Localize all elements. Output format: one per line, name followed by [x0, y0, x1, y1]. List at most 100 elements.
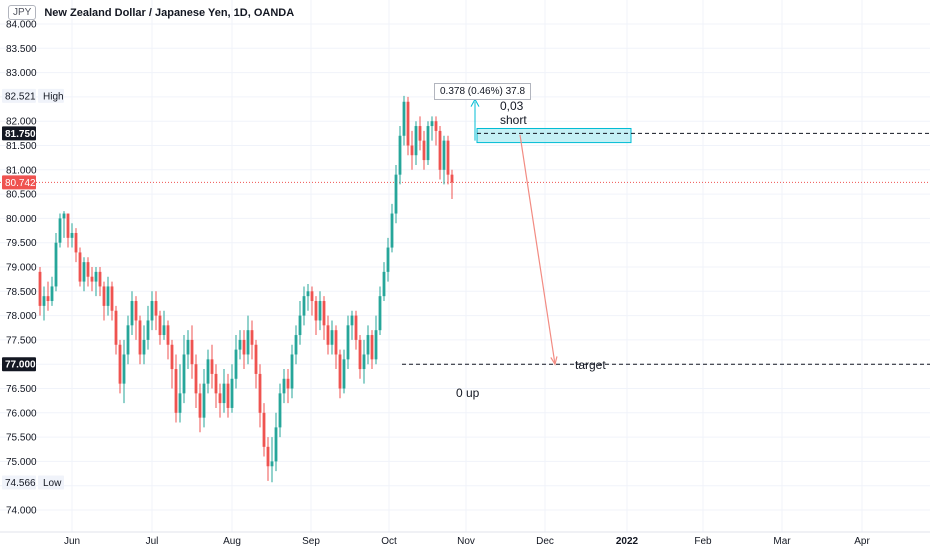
x-tick-label: Dec — [536, 536, 554, 547]
x-tick-label: Aug — [223, 536, 241, 547]
projection-arrow[interactable] — [519, 134, 556, 365]
candle-body — [414, 126, 418, 156]
candle-body — [66, 213, 70, 238]
candle-body — [290, 354, 294, 389]
candle-body — [138, 320, 142, 355]
x-tick-label: Mar — [773, 536, 791, 547]
candle-body — [102, 286, 106, 306]
high-price-label-value: 82.521 — [5, 91, 36, 102]
y-tick-label: 77.500 — [6, 335, 37, 346]
candle-body — [150, 301, 154, 321]
y-axis[interactable]: 84.000 83.500 83.000 82.000 81.500 81.000 80.5… — [6, 20, 37, 517]
candle-body — [310, 291, 314, 302]
candle-body — [170, 344, 174, 370]
candle-body — [70, 232, 74, 238]
target-label: target — [575, 358, 606, 372]
candle-body — [174, 369, 178, 413]
y-tick-label: 78.500 — [6, 287, 37, 298]
candle-body — [394, 174, 398, 214]
candle-body — [330, 330, 334, 345]
entry-price-label-value: 81.750 — [5, 129, 36, 140]
candle-body — [198, 393, 202, 418]
candle-body — [54, 242, 58, 287]
candle-body — [294, 335, 298, 355]
candle-body — [254, 344, 258, 374]
y-tick-label: 81.500 — [6, 141, 37, 152]
candle-body — [126, 325, 130, 355]
candle-body — [354, 315, 358, 340]
x-tick-label: Apr — [854, 536, 870, 547]
candle-body — [374, 330, 378, 360]
candle-body — [258, 373, 262, 413]
candle-body — [122, 354, 126, 384]
x-axis[interactable]: Jun Jul Aug Sep Oct Nov Dec 2022 Feb Mar Apr — [0, 531, 930, 547]
candle-body — [434, 121, 438, 131]
y-tick-label: 75.500 — [6, 433, 37, 444]
candle-body — [386, 247, 390, 272]
candle-body — [362, 354, 366, 370]
symbol-box[interactable]: JPY — [8, 5, 37, 20]
position-size-label: 0,03 — [500, 99, 524, 113]
candle-body — [250, 330, 254, 345]
candles — [38, 95, 454, 483]
candle-body — [182, 354, 186, 394]
candle-body — [262, 412, 266, 447]
candle-body — [62, 213, 66, 219]
candle-body — [366, 335, 370, 355]
candle-body — [302, 296, 306, 316]
low-price-label-tag-bg — [38, 475, 64, 490]
chart-title: New Zealand Dollar / Japanese Yen, 1D, O… — [44, 6, 295, 19]
y-tick-label: 76.500 — [6, 384, 37, 395]
candle-body — [114, 310, 118, 345]
candle-body — [202, 383, 206, 418]
y-tick-label: 84.000 — [6, 20, 37, 31]
candle-body — [438, 130, 442, 170]
y-tick-label: 74.000 — [6, 506, 37, 517]
target-price-label: 77.000 — [2, 357, 36, 372]
candle-body — [430, 121, 434, 127]
candle-body — [118, 344, 122, 384]
y-tick-label: 83.500 — [6, 44, 37, 55]
y-tick-label: 75.000 — [6, 457, 37, 468]
low-price-label-tag-text: Low — [43, 478, 62, 489]
candle-body — [282, 378, 286, 394]
low-price-label: 74.566 Low — [2, 475, 64, 490]
short-position-zone[interactable] — [476, 127, 632, 144]
candle-body — [50, 286, 54, 302]
candle-body — [106, 286, 110, 306]
candle-body — [214, 373, 218, 394]
candle-body — [186, 339, 190, 355]
candle-body — [242, 339, 246, 355]
y-tick-label: 78.000 — [6, 311, 37, 322]
candle-body — [350, 315, 354, 326]
candle-body — [278, 393, 282, 428]
candle-body — [74, 232, 78, 253]
current-price-label: 80.742 — [2, 175, 36, 190]
candle-body — [190, 339, 194, 365]
candle-body — [422, 140, 426, 161]
candle-body — [178, 393, 182, 413]
candle-body — [338, 354, 342, 389]
x-tick-label: Sep — [302, 536, 320, 547]
x-tick-label: 2022 — [616, 536, 639, 547]
y-tick-label: 81.000 — [6, 165, 37, 176]
candle-body — [398, 135, 402, 175]
candle-body — [286, 378, 290, 389]
note-label: 0 up — [456, 386, 480, 400]
candle-body — [246, 330, 250, 355]
x-tick-label: Jun — [64, 536, 80, 547]
low-price-label-value: 74.566 — [5, 478, 36, 489]
candle-body — [426, 126, 430, 161]
candle-body — [230, 378, 234, 408]
candle-body — [334, 330, 338, 355]
candle-body — [166, 325, 170, 345]
candle-body — [110, 286, 114, 311]
candle-body — [38, 271, 42, 306]
candle-body — [418, 126, 422, 141]
y-tick-label: 83.000 — [6, 68, 37, 79]
high-price-label-tag-text: High — [43, 91, 64, 102]
x-tick-label: Feb — [694, 536, 712, 547]
candle-body — [318, 301, 322, 321]
candle-body — [234, 349, 238, 379]
